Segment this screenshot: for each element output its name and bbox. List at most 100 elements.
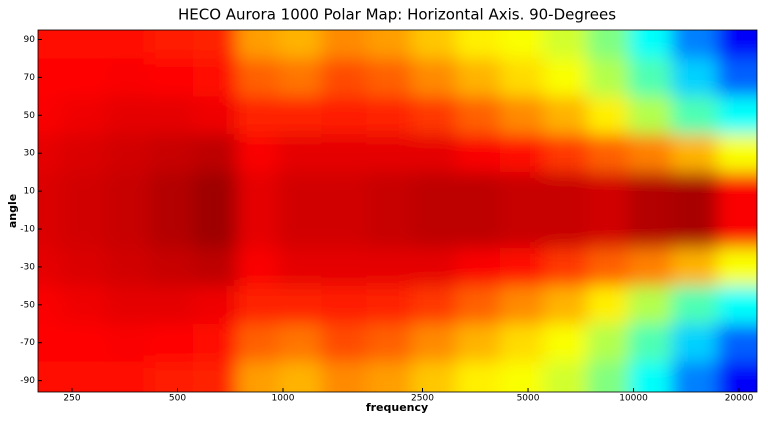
heatmap-cell	[411, 285, 457, 325]
heatmap-cell	[236, 247, 279, 287]
y-tick-label: 30	[24, 149, 36, 159]
heatmap-cell	[149, 210, 194, 249]
heatmap-cell	[366, 58, 412, 97]
heatmap-cell	[628, 134, 673, 173]
heatmap-cell	[628, 247, 673, 287]
heatmap-cell	[105, 58, 150, 97]
heatmap-cell	[543, 210, 588, 249]
plot-area	[38, 30, 757, 392]
heatmap-cell	[628, 58, 673, 97]
heatmap-cell	[105, 134, 150, 173]
heatmap-cell	[149, 361, 194, 392]
heatmap-cell	[543, 172, 588, 211]
heatmap-cell	[366, 96, 412, 135]
heatmap-cell	[105, 96, 150, 135]
heatmap-cell	[587, 210, 629, 249]
x-tick-label: 10000	[619, 394, 648, 404]
heatmap-cell	[236, 134, 279, 173]
heatmap-cell	[499, 30, 545, 59]
heatmap	[38, 30, 757, 392]
heatmap-cell	[366, 247, 412, 287]
heatmap-cell	[628, 361, 673, 392]
heatmap-cell	[587, 323, 629, 363]
y-tick-label: -10	[20, 225, 35, 235]
x-tick-label: 1000	[272, 394, 295, 404]
heatmap-cell	[321, 30, 368, 59]
heatmap-cell	[149, 247, 194, 287]
heatmap-cell	[149, 134, 194, 173]
heatmap-cell	[60, 172, 107, 211]
heatmap-cell	[366, 30, 412, 59]
heatmap-cell	[105, 285, 150, 325]
heatmap-cell	[366, 361, 412, 392]
heatmap-cell	[456, 134, 501, 173]
heatmap-cell	[671, 210, 718, 249]
heatmap-cell	[105, 361, 150, 392]
heatmap-cell	[671, 96, 718, 135]
heatmap-cell	[366, 134, 412, 173]
axes: 250 500 1000 2500 5000 10000 20000 90 70 50 30 10 -1…	[20, 29, 758, 404]
heatmap-cell	[193, 96, 238, 135]
heatmap-cell	[60, 96, 107, 135]
heatmap-cell	[411, 247, 457, 287]
y-tick-label: 50	[24, 111, 36, 121]
heatmap-cell	[236, 285, 279, 325]
x-tick-label: 2500	[411, 394, 434, 404]
y-tick-label: -70	[20, 338, 35, 348]
heatmap-cell	[321, 247, 368, 287]
heatmap-cell	[587, 96, 629, 135]
heatmap-cell	[456, 210, 501, 249]
heatmap-cell	[38, 210, 62, 249]
heatmap-cell	[105, 247, 150, 287]
heatmap-cell	[499, 96, 545, 135]
heatmap-cell	[193, 247, 238, 287]
heatmap-cell	[628, 96, 673, 135]
heatmap-cell	[587, 285, 629, 325]
heatmap-cell	[411, 58, 457, 97]
heatmap-cell	[587, 134, 629, 173]
heatmap-cell	[456, 172, 501, 211]
heatmap-cell	[38, 96, 62, 135]
y-tick-label: -90	[20, 376, 35, 386]
heatmap-cell	[717, 285, 757, 325]
heatmap-cell	[411, 30, 457, 59]
heatmap-cell	[543, 134, 588, 173]
heatmap-cell	[60, 58, 107, 97]
heatmap-cell	[499, 247, 545, 287]
heatmap-cell	[671, 30, 718, 59]
heatmap-cell	[60, 134, 107, 173]
heatmap-cell	[321, 285, 368, 325]
heatmap-cell	[321, 323, 368, 363]
heatmap-cell	[193, 58, 238, 97]
heatmap-cell	[277, 285, 322, 325]
x-tick-label: 20000	[725, 394, 754, 404]
heatmap-cell	[105, 172, 150, 211]
heatmap-cell	[60, 361, 107, 392]
heatmap-cell	[60, 323, 107, 363]
heatmap-cell	[671, 134, 718, 173]
heatmap-cell	[38, 172, 62, 211]
heatmap-cell	[193, 323, 238, 363]
heatmap-cell	[456, 323, 501, 363]
heatmap-cell	[543, 96, 588, 135]
heatmap-cell	[456, 285, 501, 325]
heatmap-cell	[543, 30, 588, 59]
heatmap-cell	[236, 172, 279, 211]
heatmap-cell	[717, 30, 757, 59]
heatmap-cell	[105, 323, 150, 363]
heatmap-cell	[236, 58, 279, 97]
heatmap-cell	[456, 361, 501, 392]
x-axis-label: frequency	[366, 401, 428, 414]
heatmap-cell	[149, 58, 194, 97]
heatmap-cell	[587, 172, 629, 211]
x-tick-label: 250	[63, 394, 80, 404]
heatmap-cell	[628, 285, 673, 325]
heatmap-cell	[628, 172, 673, 211]
heatmap-cell	[105, 210, 150, 249]
heatmap-cell	[236, 323, 279, 363]
heatmap-cell	[321, 210, 368, 249]
heatmap-cell	[60, 285, 107, 325]
heatmap-cell	[366, 210, 412, 249]
heatmap-cell	[277, 323, 322, 363]
